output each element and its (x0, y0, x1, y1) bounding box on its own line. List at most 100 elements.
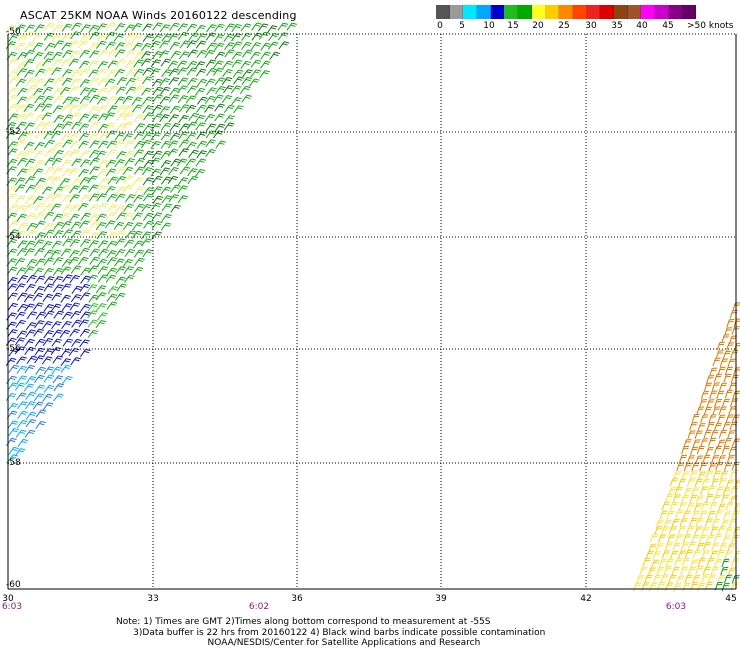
lat-label-58: -58 (6, 458, 21, 468)
wind-barb (196, 131, 207, 140)
wind-barb (17, 157, 28, 166)
wind-barb (15, 195, 26, 204)
wind-barb (651, 559, 660, 569)
wind-barb (17, 410, 28, 419)
wind-barb (116, 283, 127, 292)
wind-barb (24, 303, 35, 312)
wind-barb (267, 41, 279, 50)
wind-barb (212, 94, 224, 103)
wind-barb (43, 131, 55, 140)
wind-barb (6, 410, 18, 419)
wind-barb (61, 320, 72, 330)
wind-barb (70, 31, 81, 40)
wind-barb (42, 186, 53, 195)
wind-barb (51, 338, 62, 347)
wind-barb (104, 220, 116, 229)
wind-barb (97, 312, 108, 321)
wind-barb (34, 248, 45, 257)
wind-barb (257, 23, 269, 32)
wind-barb (691, 462, 700, 472)
wind-barb (723, 511, 732, 520)
wind-barb (53, 95, 64, 104)
wind-barb (177, 95, 189, 104)
wind-barb (15, 24, 26, 33)
wind-barb (80, 311, 91, 320)
wind-barb (694, 430, 703, 439)
wind-barb (133, 140, 145, 149)
wind-barb (115, 266, 126, 275)
wind-barb (186, 67, 198, 76)
wind-barb (34, 103, 46, 112)
wind-barb (669, 501, 678, 511)
wind-barb (41, 103, 53, 112)
wind-barb (32, 51, 44, 61)
wind-barb (44, 22, 55, 32)
wind-barb (79, 87, 91, 96)
legend-swatch (641, 5, 655, 19)
wind-barb (33, 184, 45, 193)
wind-barb (34, 347, 45, 356)
wind-barb (14, 257, 26, 267)
wind-barb (116, 166, 127, 175)
wind-barb (105, 22, 117, 31)
wind-barb (132, 212, 143, 221)
wind-barb (23, 141, 35, 150)
wind-barb (134, 123, 146, 132)
wind-barb (706, 558, 715, 567)
wind-barb (16, 330, 28, 339)
wind-barb (78, 256, 89, 265)
wind-barb (52, 24, 64, 33)
wind-barb (205, 59, 217, 68)
wind-barb (655, 543, 664, 552)
wind-barb (70, 78, 82, 87)
wind-barb (96, 231, 108, 240)
wind-barb (116, 212, 127, 221)
wind-barb (114, 69, 125, 78)
wind-barb (78, 103, 89, 112)
wind-barb (60, 212, 71, 221)
wind-barb (205, 123, 217, 132)
wind-barb (16, 365, 28, 374)
wind-barb (143, 187, 154, 196)
wind-barb (23, 103, 35, 112)
wind-barb (170, 158, 181, 167)
wind-barb (142, 105, 154, 114)
wind-barb (116, 151, 127, 160)
wind-barb (250, 51, 261, 60)
wind-barb (727, 567, 736, 577)
wind-barb (230, 85, 242, 94)
wind-barb (204, 114, 215, 123)
wind-barb (71, 22, 82, 31)
wind-barb (80, 24, 91, 33)
time-label-left: 6:03 (1, 602, 23, 612)
wind-barb (23, 203, 35, 212)
wind-barb (720, 567, 729, 576)
wind-barb (114, 258, 125, 267)
wind-barb (187, 168, 198, 177)
wind-barb (69, 204, 81, 213)
wind-barb (89, 121, 101, 130)
wind-barb (177, 85, 188, 94)
wind-barb (639, 566, 648, 576)
wind-barb (187, 77, 198, 86)
wind-barb (35, 130, 47, 139)
wind-barb (88, 69, 99, 78)
wind-barb (34, 78, 45, 87)
wind-barb (96, 193, 108, 202)
wind-barb (131, 23, 143, 32)
wind-barb (61, 303, 73, 312)
wind-barb (194, 87, 206, 97)
wind-barb (62, 311, 73, 320)
wind-barb (8, 427, 19, 437)
wind-barb (79, 95, 91, 104)
wind-barb (134, 166, 145, 175)
wind-barb (694, 526, 703, 535)
wind-barb (159, 106, 171, 115)
wind-barb (187, 49, 198, 58)
wind-barb (107, 49, 118, 58)
wind-barb (691, 534, 700, 544)
wind-barb (89, 140, 100, 149)
wind-barb (701, 501, 710, 511)
wind-barb (79, 68, 90, 77)
